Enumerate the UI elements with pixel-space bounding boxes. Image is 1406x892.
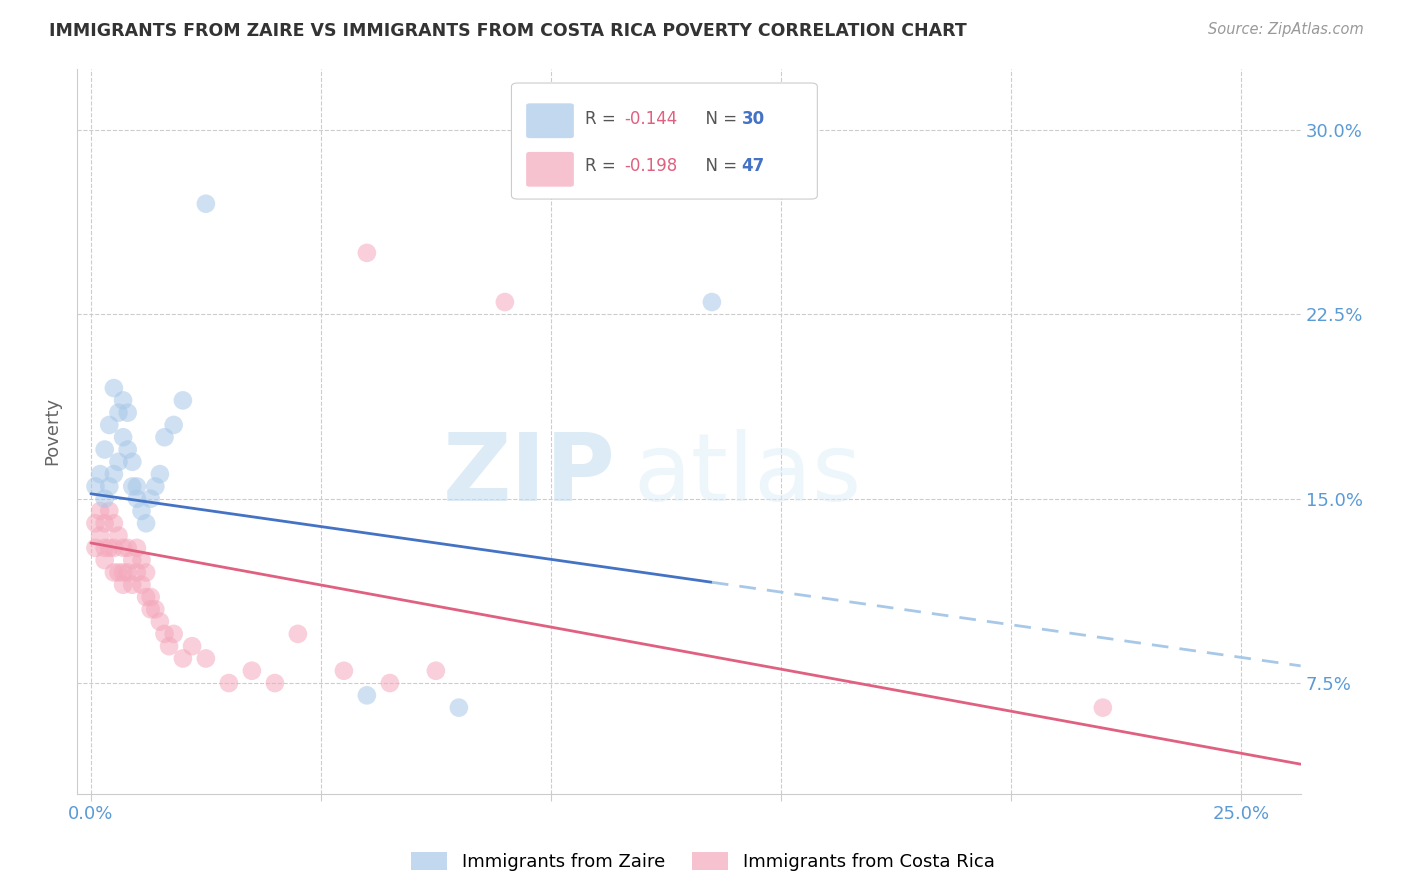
- Point: [125, 479, 148, 493]
- Text: N =: N =: [695, 157, 742, 176]
- Point: [163, 627, 186, 641]
- Point: [139, 602, 162, 616]
- Point: [98, 504, 121, 518]
- Point: [103, 467, 125, 482]
- Point: [356, 245, 378, 260]
- Text: atlas: atlas: [634, 429, 862, 521]
- Point: [172, 651, 194, 665]
- Point: [121, 553, 143, 567]
- FancyBboxPatch shape: [526, 103, 574, 138]
- Point: [89, 504, 111, 518]
- Text: R =: R =: [585, 157, 621, 176]
- Point: [125, 541, 148, 555]
- Point: [700, 295, 723, 310]
- Point: [84, 516, 107, 531]
- Point: [89, 528, 111, 542]
- Point: [93, 516, 115, 531]
- Text: IMMIGRANTS FROM ZAIRE VS IMMIGRANTS FROM COSTA RICA POVERTY CORRELATION CHART: IMMIGRANTS FROM ZAIRE VS IMMIGRANTS FROM…: [49, 22, 967, 40]
- Point: [194, 651, 217, 665]
- Point: [103, 516, 125, 531]
- Text: -0.198: -0.198: [624, 157, 678, 176]
- Point: [107, 528, 129, 542]
- Point: [103, 381, 125, 395]
- Point: [103, 566, 125, 580]
- Point: [112, 578, 135, 592]
- Point: [264, 676, 287, 690]
- Point: [333, 664, 356, 678]
- Point: [125, 491, 148, 506]
- Point: [135, 516, 157, 531]
- Point: [117, 541, 139, 555]
- Point: [112, 541, 135, 555]
- Point: [117, 406, 139, 420]
- Point: [112, 393, 135, 408]
- Point: [356, 689, 378, 703]
- Point: [117, 566, 139, 580]
- Point: [121, 479, 143, 493]
- Legend: Immigrants from Zaire, Immigrants from Costa Rica: Immigrants from Zaire, Immigrants from C…: [404, 845, 1002, 879]
- Point: [84, 541, 107, 555]
- Point: [172, 393, 194, 408]
- Point: [447, 700, 470, 714]
- Point: [107, 455, 129, 469]
- Point: [287, 627, 309, 641]
- Point: [139, 491, 162, 506]
- Text: R =: R =: [585, 110, 621, 128]
- Point: [494, 295, 516, 310]
- Y-axis label: Poverty: Poverty: [44, 397, 60, 465]
- Point: [93, 442, 115, 457]
- Point: [131, 578, 153, 592]
- Point: [143, 479, 166, 493]
- Point: [378, 676, 401, 690]
- Point: [1091, 700, 1114, 714]
- Text: 30: 30: [741, 110, 765, 128]
- Point: [425, 664, 447, 678]
- Point: [139, 590, 162, 604]
- Point: [218, 676, 240, 690]
- Point: [194, 196, 217, 211]
- Text: -0.144: -0.144: [624, 110, 678, 128]
- Point: [98, 417, 121, 432]
- Text: Source: ZipAtlas.com: Source: ZipAtlas.com: [1208, 22, 1364, 37]
- Point: [98, 479, 121, 493]
- Point: [125, 566, 148, 580]
- Point: [121, 578, 143, 592]
- Point: [112, 430, 135, 444]
- Text: 47: 47: [741, 157, 765, 176]
- Point: [131, 553, 153, 567]
- FancyBboxPatch shape: [512, 83, 817, 199]
- Point: [135, 590, 157, 604]
- Point: [103, 541, 125, 555]
- Point: [149, 467, 172, 482]
- Point: [112, 566, 135, 580]
- Text: N =: N =: [695, 110, 742, 128]
- Point: [149, 615, 172, 629]
- Point: [93, 491, 115, 506]
- Point: [93, 553, 115, 567]
- Point: [153, 627, 176, 641]
- Point: [121, 455, 143, 469]
- Point: [107, 566, 129, 580]
- FancyBboxPatch shape: [526, 152, 574, 186]
- Point: [157, 639, 180, 653]
- Point: [107, 406, 129, 420]
- Text: ZIP: ZIP: [443, 429, 616, 521]
- Point: [131, 504, 153, 518]
- Point: [163, 417, 186, 432]
- Point: [89, 467, 111, 482]
- Point: [240, 664, 263, 678]
- Point: [135, 566, 157, 580]
- Point: [98, 541, 121, 555]
- Point: [143, 602, 166, 616]
- Point: [93, 541, 115, 555]
- Point: [181, 639, 204, 653]
- Point: [117, 442, 139, 457]
- Point: [84, 479, 107, 493]
- Point: [153, 430, 176, 444]
